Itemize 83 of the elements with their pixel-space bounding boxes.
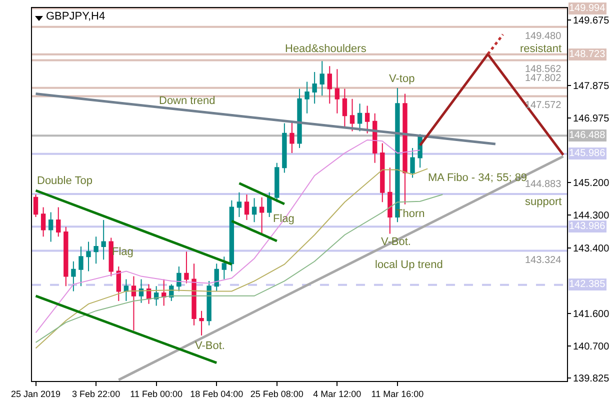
candlestick <box>101 219 106 260</box>
chart-title: GBPJPY,H4 <box>46 10 106 23</box>
ref-line-label: 146.488 <box>569 130 606 141</box>
x-tick-label: 3 Feb 22:00 <box>72 388 120 399</box>
y-tick-label: 143.400 <box>573 243 610 254</box>
annotation: local Up trend <box>375 259 443 271</box>
candlestick <box>327 66 332 104</box>
candlestick <box>282 122 287 174</box>
candlestick <box>229 200 234 272</box>
candlestick <box>40 206 46 238</box>
ref-line-label: 149.994 <box>569 3 606 14</box>
candlestick <box>364 105 370 134</box>
candlestick <box>342 88 348 129</box>
annotation: Down trend <box>159 95 216 107</box>
candlestick <box>290 120 294 154</box>
candlestick <box>56 206 61 238</box>
x-tick-label: 4 Mar 12:00 <box>313 388 362 399</box>
candlestick <box>244 194 250 220</box>
candlestick <box>320 60 324 96</box>
candlestick <box>304 81 310 114</box>
y-tick-label: 149.675 <box>573 15 610 26</box>
candlestick <box>402 93 408 205</box>
y-tick-label: 146.975 <box>573 113 610 124</box>
annotation: V-Bot. <box>195 340 225 352</box>
candlestick <box>297 88 302 148</box>
annotation: 149.480 <box>525 31 562 42</box>
candlestick <box>33 194 38 218</box>
candlestick <box>116 266 121 302</box>
y-tick-label: 145.200 <box>573 178 610 189</box>
annotation: Flag <box>273 213 294 225</box>
candlestick <box>259 196 264 234</box>
candlestick <box>267 192 272 218</box>
candlestick <box>124 278 129 302</box>
candlestick <box>48 212 54 242</box>
candlestick <box>222 256 226 280</box>
y-tick-label: 139.825 <box>573 373 610 384</box>
x-tick-label: 25 Feb 08:00 <box>250 388 304 399</box>
y-tick-label: 141.600 <box>573 308 610 320</box>
candlestick <box>94 236 98 264</box>
annotation: 143.324 <box>525 255 562 266</box>
y-tick-label: 144.300 <box>573 210 610 222</box>
y-tick-label: 147.875 <box>573 80 610 92</box>
candlestick <box>380 142 385 203</box>
candlestick <box>312 71 317 104</box>
candlestick <box>206 280 212 326</box>
candlestick <box>64 226 68 287</box>
candlestick <box>236 192 242 218</box>
x-tick-label: 11 Feb 00:00 <box>130 388 183 399</box>
candlestick <box>214 263 219 292</box>
candlestick <box>154 286 159 306</box>
x-tick-label: 11 Mar 16:00 <box>371 388 424 399</box>
candlestick <box>86 241 91 272</box>
annotation: Head&shoulders <box>285 43 367 55</box>
y-tick-label: 140.700 <box>573 342 610 353</box>
candlestick <box>71 260 76 292</box>
annotation: 144.883 <box>525 179 562 190</box>
line-series <box>35 194 444 343</box>
annotation: Double Top <box>37 175 92 187</box>
candlestick <box>131 276 136 331</box>
x-tick-label: 18 Feb 04:00 <box>190 388 244 399</box>
annotation: V-top <box>389 73 415 85</box>
annotation: support <box>525 196 562 208</box>
ref-line-label: 148.723 <box>569 49 606 60</box>
candlestick <box>252 198 257 223</box>
candlestick <box>334 68 340 114</box>
candlestick <box>176 266 182 292</box>
candlestick <box>350 98 355 132</box>
annotation: V-Bot. <box>381 236 411 248</box>
candlestick <box>199 310 204 336</box>
candlestick <box>357 103 362 132</box>
annotation: resistant <box>520 43 562 55</box>
annotation: 147.802 <box>525 73 562 84</box>
candlestick <box>162 278 166 306</box>
x-tick-label: 25 Jan 2019 <box>10 388 61 399</box>
candlestick <box>184 251 189 284</box>
annotation: 148.562 <box>525 64 562 75</box>
candlestick <box>388 167 392 234</box>
candlestick <box>410 147 415 178</box>
candlestick <box>138 278 144 304</box>
candlestick <box>78 246 84 287</box>
annotation: MA Fibo - 34; 55; 89 <box>428 172 528 184</box>
candlestick <box>192 263 196 326</box>
candlestick <box>108 237 114 277</box>
